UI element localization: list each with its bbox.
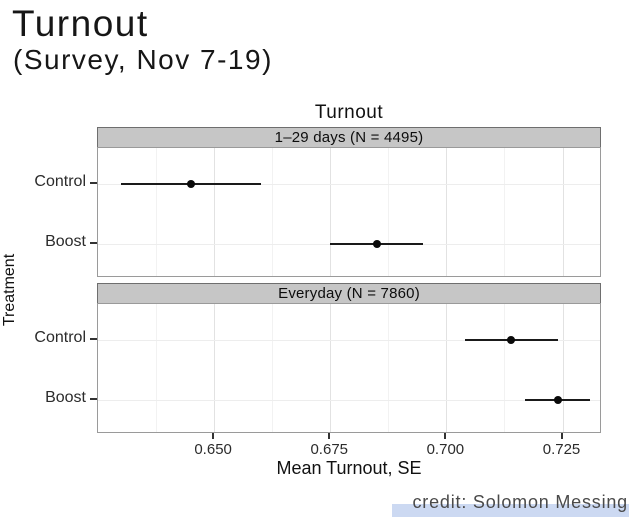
facet-strip-2: Everyday (N = 7860) xyxy=(97,283,601,304)
gridline-minor xyxy=(156,304,158,432)
x-axis-tick xyxy=(212,433,215,439)
x-axis-tick xyxy=(328,433,331,439)
gridline-minor xyxy=(156,148,158,276)
data-point xyxy=(186,180,195,188)
y-tick-label: Boost xyxy=(45,389,86,406)
y-axis-tick xyxy=(90,182,97,184)
y-tick-label: Control xyxy=(34,173,86,190)
facet-strip-1: 1–29 days (N = 4495) xyxy=(97,127,601,148)
facet-strip-1-label: 1–29 days (N = 4495) xyxy=(274,129,424,146)
gridline-horizontal xyxy=(98,184,600,185)
data-point xyxy=(372,240,381,248)
facet-panel-2 xyxy=(97,303,601,433)
y-axis-tick xyxy=(90,242,97,244)
gridline-major xyxy=(562,304,564,432)
gridline-major xyxy=(562,148,564,276)
gridline-minor xyxy=(388,148,390,276)
x-axis-tick xyxy=(444,433,447,439)
gridline-minor xyxy=(504,304,506,432)
gridline-minor xyxy=(272,148,274,276)
gridline-horizontal xyxy=(98,400,600,401)
facet-panel-1 xyxy=(97,147,601,277)
page-subtitle: (Survey, Nov 7-19) xyxy=(13,44,273,75)
y-tick-label: Control xyxy=(34,329,86,346)
x-tick-label: 0.700 xyxy=(426,441,465,458)
gridline-major xyxy=(446,304,448,432)
gridline-minor xyxy=(504,148,506,276)
gridline-minor xyxy=(272,304,274,432)
y-axis-title: Treatment xyxy=(1,253,18,327)
page-title: Turnout xyxy=(12,3,149,44)
facet-strip-2-label: Everyday (N = 7860) xyxy=(278,285,420,302)
credit-highlight xyxy=(392,504,629,517)
x-tick-label: 0.650 xyxy=(194,441,232,458)
data-point xyxy=(553,396,562,404)
gridline-major xyxy=(214,304,216,432)
chart-title: Turnout xyxy=(314,102,384,123)
y-tick-label: Boost xyxy=(45,233,86,250)
x-axis-title: Mean Turnout, SE xyxy=(276,458,422,478)
gridline-major xyxy=(446,148,448,276)
y-axis-tick xyxy=(90,338,97,340)
gridline-major xyxy=(330,148,332,276)
x-axis-tick xyxy=(560,433,563,439)
x-tick-label: 0.725 xyxy=(542,441,581,458)
data-point xyxy=(507,336,516,344)
y-axis-tick xyxy=(90,398,97,400)
gridline-minor xyxy=(388,304,390,432)
gridline-major xyxy=(214,148,216,276)
credit-text: credit: Solomon Messing xyxy=(412,492,628,512)
gridline-major xyxy=(330,304,332,432)
gridline-horizontal xyxy=(98,340,600,341)
x-tick-label: 0.675 xyxy=(310,441,349,458)
